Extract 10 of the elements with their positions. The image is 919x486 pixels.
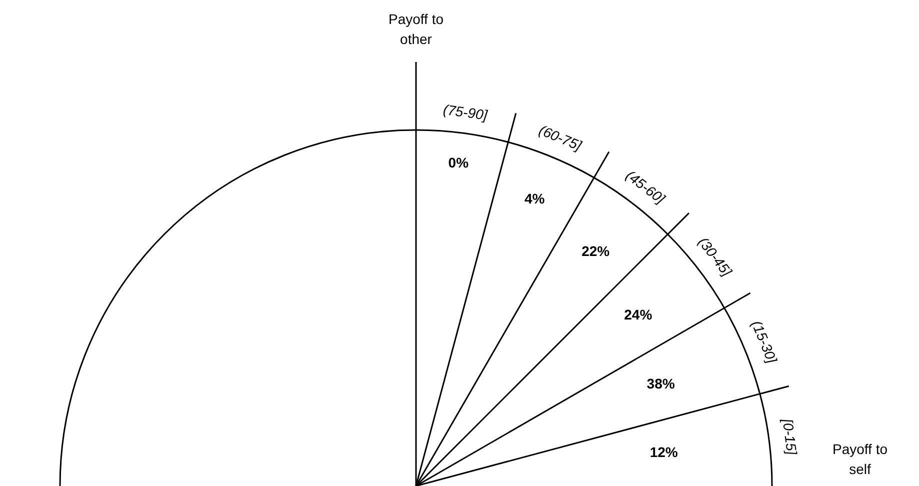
data-label: 4% [524, 190, 546, 206]
data-label: 12% [650, 444, 678, 460]
category-label: [0-15] [779, 416, 800, 457]
text: Payoff to other [388, 10, 444, 47]
text: Payoff to self [832, 440, 888, 477]
data-label: 0% [448, 154, 470, 171]
category-label: (75-90] [442, 101, 490, 124]
data-label: 24% [624, 306, 653, 322]
data-label: 22% [582, 242, 610, 259]
data-label: 38% [646, 375, 676, 392]
